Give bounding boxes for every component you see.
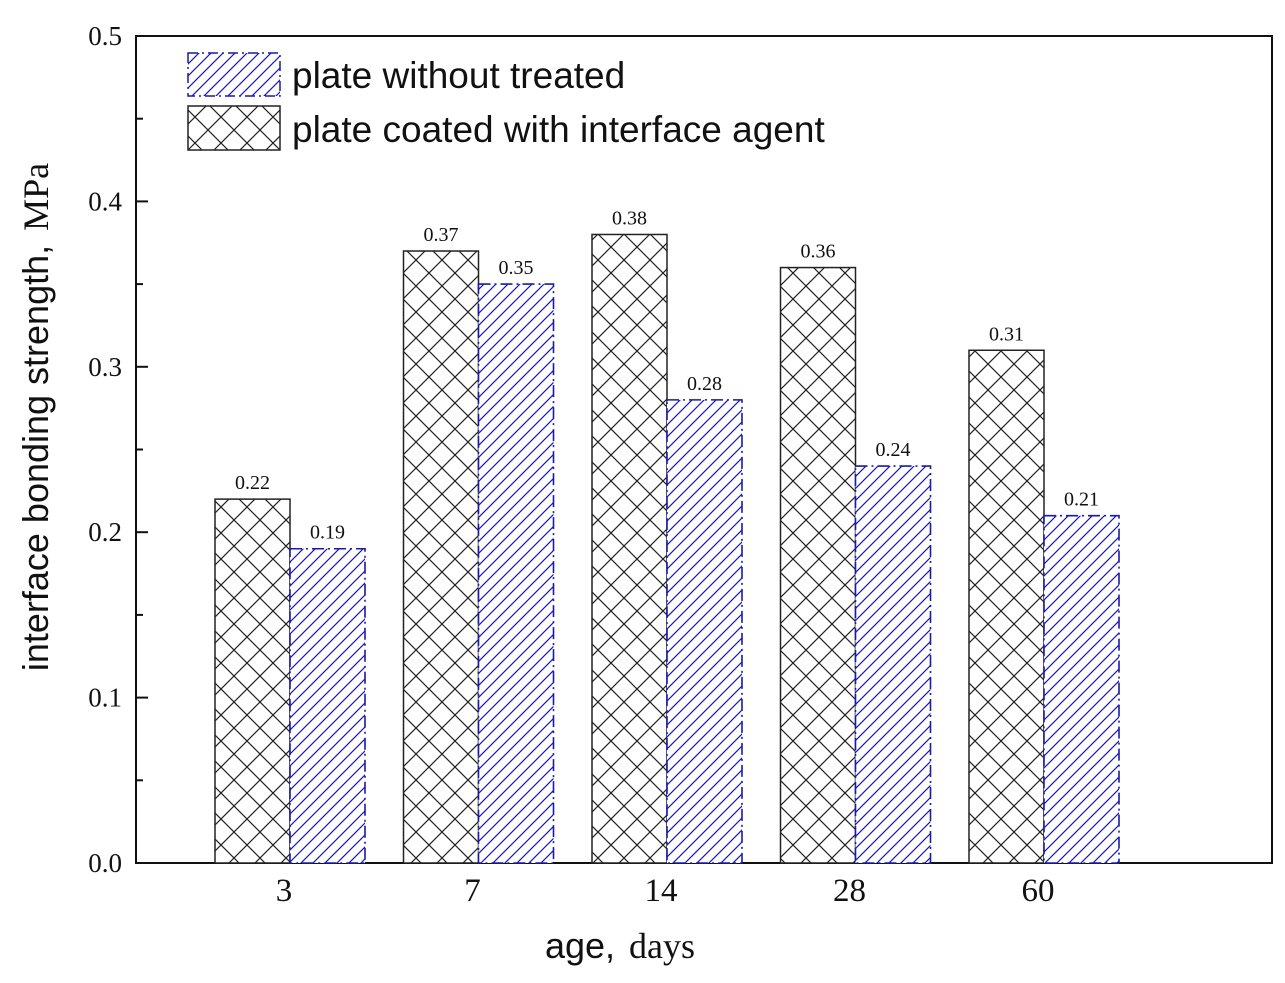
x-axis-title: age, days	[545, 925, 695, 966]
data-label-without-treated: 0.19	[310, 522, 345, 544]
bar-coated	[968, 349, 1045, 864]
bar-without-treated	[289, 547, 366, 864]
legend-swatch-coated	[187, 105, 281, 151]
bar-coated	[779, 266, 857, 864]
y-tick-label: 0.1	[88, 683, 122, 713]
data-label-without-treated: 0.21	[1064, 489, 1099, 511]
data-label-without-treated: 0.35	[499, 257, 534, 279]
x-tick-label: 3	[276, 873, 293, 909]
y-axis-title: interface bonding strength, MPa	[15, 163, 56, 671]
bar-coated	[402, 250, 480, 864]
data-label-coated: 0.38	[612, 207, 647, 229]
legend: plate without treated plate coated with …	[187, 52, 825, 151]
data-label-without-treated: 0.24	[876, 439, 911, 461]
legend-label-coated: plate coated with interface agent	[292, 109, 825, 150]
legend-label-without-treated: plate without treated	[292, 55, 625, 96]
bar-coated	[214, 498, 291, 864]
y-tick-label: 0.4	[88, 186, 122, 216]
data-label-coated: 0.37	[424, 224, 459, 246]
y-tick-label: 0.2	[88, 517, 122, 547]
bars-group	[214, 233, 1120, 864]
x-tick-label: 60	[1022, 873, 1055, 909]
data-labels-group: 0.22 0.19 0.37 0.35 0.38 0.28 0.36 0.24 0.31 0.21	[235, 207, 1099, 543]
y-tick-label: 0.3	[88, 352, 122, 382]
y-tick-label: 0.5	[88, 21, 122, 51]
data-label-coated: 0.31	[989, 323, 1024, 345]
data-label-coated: 0.22	[235, 472, 270, 494]
bar-coated	[591, 233, 668, 864]
bar-without-treated	[666, 399, 743, 864]
x-tick-label: 28	[833, 873, 866, 909]
bar-without-treated	[1043, 514, 1120, 864]
x-tick-label: 14	[645, 873, 678, 909]
x-tick-label: 7	[464, 873, 481, 909]
data-label-coated: 0.36	[801, 241, 836, 263]
data-label-without-treated: 0.28	[687, 373, 722, 395]
bar-without-treated	[477, 283, 555, 864]
bar-without-treated	[854, 465, 932, 864]
y-axis: 0.0 0.1 0.2 0.3 0.4 0.5	[88, 21, 148, 878]
y-tick-label: 0.0	[88, 848, 122, 878]
legend-swatch-without-treated	[187, 52, 281, 97]
